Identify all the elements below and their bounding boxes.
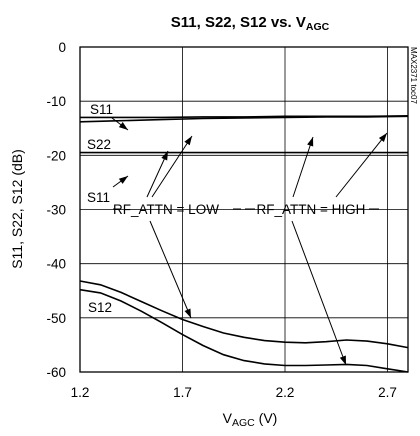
y-tick-label: -30 [46, 203, 66, 218]
arrow-low-s11 [151, 135, 193, 198]
y-tick-label: -10 [46, 94, 66, 109]
arrow-s11-bottom-head [118, 176, 128, 184]
y-axis-label: S11, S22, S12 (dB) [9, 149, 25, 269]
curve-label-s11-bottom: S11 [87, 190, 110, 205]
chart-title: S11, S22, S12 vs. VAGC [171, 14, 330, 33]
x-tick-label: 2.7 [378, 385, 397, 400]
arrow-low-s22-head [161, 151, 168, 161]
arrow-high-s11-head [307, 137, 314, 147]
figure-code: MAX2371 toc07 [409, 47, 418, 104]
x-tick-label: 1.7 [173, 385, 192, 400]
y-tick-label: -20 [46, 148, 66, 163]
plot-frame [79, 46, 409, 373]
y-tick-label: 0 [58, 40, 66, 55]
series-line-s12 [79, 280, 409, 349]
arrow-high-s22 [335, 132, 388, 198]
series-line-s22 [79, 115, 409, 123]
y-tick-label: -50 [46, 311, 66, 326]
series-line-s12 [79, 288, 409, 373]
x-axis-label: VAGC (V) [223, 410, 278, 429]
annotations: S11 S22 S11 S12 RF_ATTN = LOW RF_ATTN = HIGH [87, 102, 388, 366]
series-group [79, 115, 409, 373]
x-tick-label: 1.2 [71, 385, 90, 400]
annotation-rf-attn-high: RF_ATTN = HIGH [257, 202, 366, 217]
arrow-low-s11-head [184, 136, 192, 146]
curve-label-s12: S12 [88, 300, 112, 315]
x-tick-label: 2.2 [276, 385, 295, 400]
y-tick-label: -40 [46, 257, 66, 272]
y-tick-label: -60 [46, 365, 66, 380]
arrow-high-s11 [292, 136, 314, 198]
arrow-high-s22-head [378, 133, 387, 143]
arrow-s11-top-head [118, 122, 128, 130]
curve-label-s11-top: S11 [90, 102, 113, 117]
tick-labels: 0 -10 -20 -30 -40 -50 -60 1.2 1.7 2.2 2.7 [46, 40, 396, 400]
arrow-high-s12 [291, 220, 347, 366]
annotation-rf-attn-low: RF_ATTN = LOW [113, 202, 219, 217]
arrow-low-s12-head [184, 308, 191, 318]
curve-label-s22: S22 [87, 137, 111, 152]
arrow-low-s12 [149, 220, 192, 319]
arrow-high-s12-head [339, 355, 346, 365]
